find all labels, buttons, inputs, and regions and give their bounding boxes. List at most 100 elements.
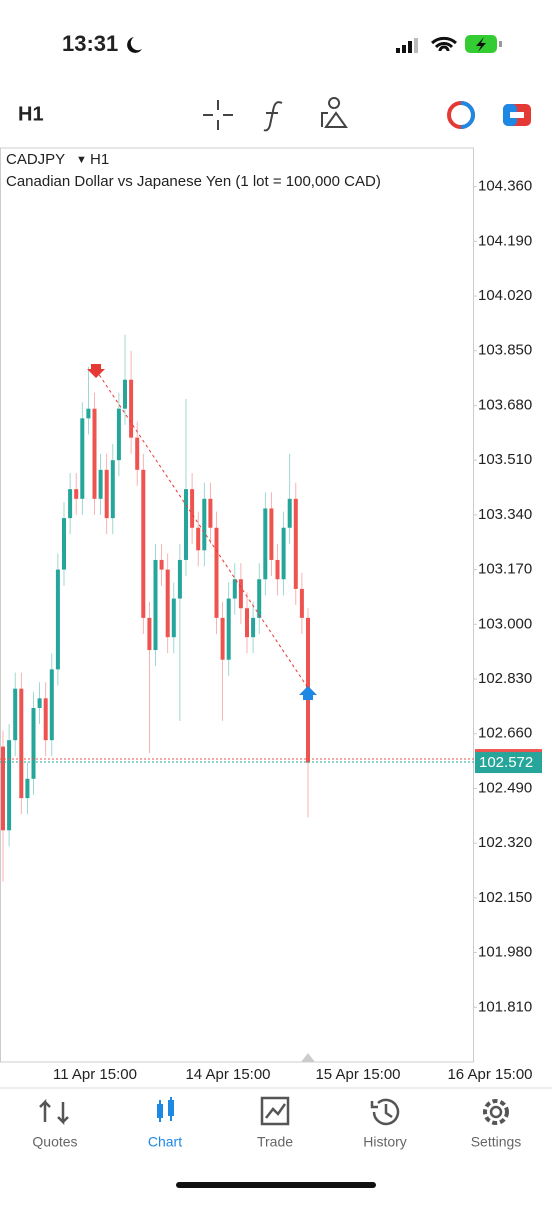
candle-body — [171, 598, 176, 638]
candle-body — [275, 559, 280, 580]
y-tick-label: 104.190 — [478, 232, 532, 249]
candle-body — [208, 498, 213, 528]
trade-tab-icon — [260, 1096, 290, 1126]
y-tick-label: 103.510 — [478, 451, 532, 468]
candle-body — [7, 740, 12, 831]
candle-body — [55, 569, 60, 670]
chart-tab-icon — [157, 1097, 174, 1122]
candle-body — [13, 688, 18, 741]
candle-body — [263, 508, 268, 580]
moon-icon — [127, 37, 142, 53]
indicators-button[interactable] — [263, 101, 283, 132]
candle-body — [62, 518, 66, 570]
candle-body — [214, 527, 219, 618]
candle-body — [245, 608, 249, 638]
candle-body — [196, 527, 201, 551]
candle-body — [141, 469, 146, 618]
y-tick-label: 102.320 — [478, 834, 532, 851]
y-tick-label: 102.490 — [478, 779, 532, 796]
sell-arrow — [87, 364, 105, 378]
trade-icon[interactable] — [503, 104, 531, 126]
candle-body — [31, 707, 36, 779]
chart-frame — [0, 147, 474, 1063]
tab-label[interactable]: Settings — [471, 1134, 522, 1150]
clock: 13:31 — [62, 31, 118, 56]
account-icon[interactable] — [447, 101, 475, 129]
candle-body — [129, 379, 134, 438]
candle-body — [80, 418, 85, 499]
candle-body — [116, 408, 121, 461]
x-tick-label: 14 Apr 15:00 — [185, 1066, 270, 1083]
x-tick-label: 11 Apr 15:00 — [53, 1066, 137, 1083]
candle-body — [287, 498, 292, 528]
symbol[interactable]: CADJPY — [6, 151, 65, 168]
candle-body — [202, 498, 207, 551]
candle-body — [293, 498, 298, 589]
price-box — [475, 752, 542, 774]
candle-body — [43, 698, 48, 741]
candle-body — [135, 437, 140, 470]
candle-body — [165, 569, 170, 638]
candle-body — [257, 579, 262, 618]
tab-label[interactable]: Quotes — [32, 1134, 77, 1150]
y-tick-label: 102.660 — [478, 725, 532, 742]
objects-button[interactable] — [321, 97, 348, 128]
x-tick-label: 15 Apr 15:00 — [315, 1066, 400, 1083]
y-tick-label: 104.020 — [478, 287, 532, 304]
candle-body — [98, 469, 103, 499]
candle-body — [251, 617, 256, 638]
price-label: 102.572 — [479, 754, 533, 771]
trade-line — [95, 369, 309, 689]
candle-body — [104, 469, 109, 519]
tab-label[interactable]: Trade — [257, 1134, 293, 1150]
candle-body — [281, 527, 286, 580]
tab-label[interactable]: History — [363, 1134, 407, 1150]
quotes-icon — [39, 1098, 69, 1126]
y-tick-label: 103.850 — [478, 342, 532, 359]
candle-body — [226, 598, 231, 660]
candle-body — [190, 489, 195, 528]
candle-body — [147, 617, 152, 651]
candle-body — [92, 408, 97, 499]
y-tick-label: 101.810 — [478, 998, 532, 1015]
candle-body — [1, 746, 5, 831]
candle-body — [110, 460, 115, 519]
candle-body — [299, 588, 304, 618]
signal-icon — [396, 38, 418, 53]
candle-body — [68, 489, 73, 519]
y-tick-label: 104.360 — [478, 178, 532, 195]
candle-body — [177, 559, 182, 599]
candle-body — [123, 379, 127, 409]
y-tick-label: 103.170 — [478, 561, 532, 578]
crosshair-button[interactable] — [203, 100, 233, 130]
candle-body — [37, 698, 42, 708]
y-tick-label: 102.150 — [478, 889, 532, 906]
candle-body — [19, 688, 24, 799]
wifi-icon — [431, 36, 457, 52]
symbol-dropdown[interactable]: ▼ — [76, 154, 87, 166]
scroll-marker — [301, 1053, 315, 1062]
candle-body — [232, 579, 237, 599]
settings-icon — [489, 1105, 503, 1119]
tab-label[interactable]: Chart — [148, 1134, 182, 1150]
y-tick-label: 103.340 — [478, 506, 532, 523]
candle-body — [159, 559, 164, 570]
subtitle: Canadian Dollar vs Japanese Yen (1 lot =… — [6, 173, 381, 190]
y-tick-label: 101.980 — [478, 944, 532, 961]
battery-icon — [465, 35, 502, 53]
timeframe-button[interactable]: H1 — [18, 103, 44, 125]
home-indicator — [176, 1182, 376, 1188]
buy-arrow — [299, 686, 317, 700]
candle-body — [49, 669, 54, 741]
y-tick-label: 103.680 — [478, 396, 532, 413]
candle-body — [220, 617, 225, 660]
y-tick-label: 103.000 — [478, 615, 532, 632]
x-tick-label: 16 Apr 15:00 — [447, 1066, 532, 1083]
candle-body — [153, 559, 158, 651]
y-tick-label: 102.830 — [478, 670, 532, 687]
history-icon — [370, 1098, 400, 1126]
chart-timeframe: H1 — [90, 151, 109, 168]
candle-body — [238, 579, 243, 609]
candle-body — [184, 489, 188, 560]
